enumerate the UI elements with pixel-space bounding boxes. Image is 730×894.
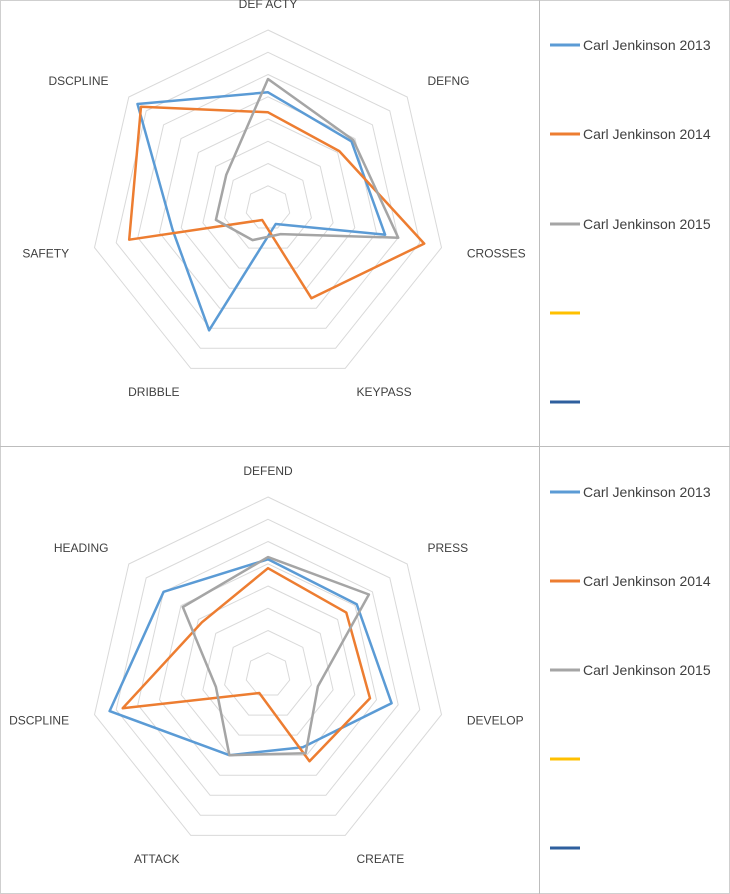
legend-label: Carl Jenkinson 2014 (583, 126, 711, 142)
series-line (136, 91, 387, 332)
axis-label: DEF ACTY (239, 0, 298, 11)
legend-bottom: Carl Jenkinson 2013 Carl Jenkinson 2014 Ca… (550, 484, 711, 850)
axis-label: CREATE (357, 852, 405, 866)
axis-label: CROSSES (467, 246, 526, 260)
series-line (127, 105, 426, 300)
grid-ring (202, 607, 334, 736)
axis-label: DEFNG (428, 74, 470, 88)
grid-ring (202, 140, 334, 269)
axis-label: DRIBBLE (128, 385, 179, 399)
grid-ring (137, 73, 399, 329)
grid-ring (115, 518, 421, 816)
legend-label: Carl Jenkinson 2013 (583, 37, 711, 53)
axis-label: SAFETY (22, 246, 69, 260)
axis-label: HEADING (54, 541, 109, 555)
series-line (181, 555, 371, 757)
grid-ring (180, 118, 356, 289)
axis-label: DSCPLINE (9, 713, 69, 727)
grid-ring (137, 540, 399, 796)
axis-label: DSCPLINE (48, 74, 108, 88)
grid-ring (93, 496, 443, 836)
legend-top: Carl Jenkinson 2013 Carl Jenkinson 2014 Ca… (550, 37, 711, 404)
legend-label: Carl Jenkinson 2013 (583, 484, 711, 500)
axis-label: DEVELOP (467, 713, 524, 727)
axis-label: DEFEND (243, 464, 293, 478)
series-line (214, 77, 400, 242)
grid-ring (115, 51, 421, 349)
legend-label: Carl Jenkinson 2015 (583, 662, 711, 678)
radar-chart-bottom: DEFEND PRESS DEVELOP CREATE ATTACK DSCPLINE HE… (9, 464, 524, 866)
legend-label: Carl Jenkinson 2014 (583, 573, 711, 589)
axis-label: ATTACK (134, 852, 180, 866)
axis-label: KEYPASS (357, 385, 412, 399)
grid-ring (224, 162, 312, 249)
grid-ring (158, 563, 378, 776)
grid-ring (245, 652, 291, 696)
legend-label: Carl Jenkinson 2015 (583, 216, 711, 232)
grid-ring (93, 29, 443, 369)
grid-ring (158, 96, 378, 309)
axis-label: PRESS (428, 541, 469, 555)
series-line (108, 558, 393, 757)
grid-ring (224, 629, 312, 716)
radar-chart-top: DEF ACTY DEFNG CROSSES KEYPASS DRIBBLE SAFETY… (22, 0, 525, 399)
